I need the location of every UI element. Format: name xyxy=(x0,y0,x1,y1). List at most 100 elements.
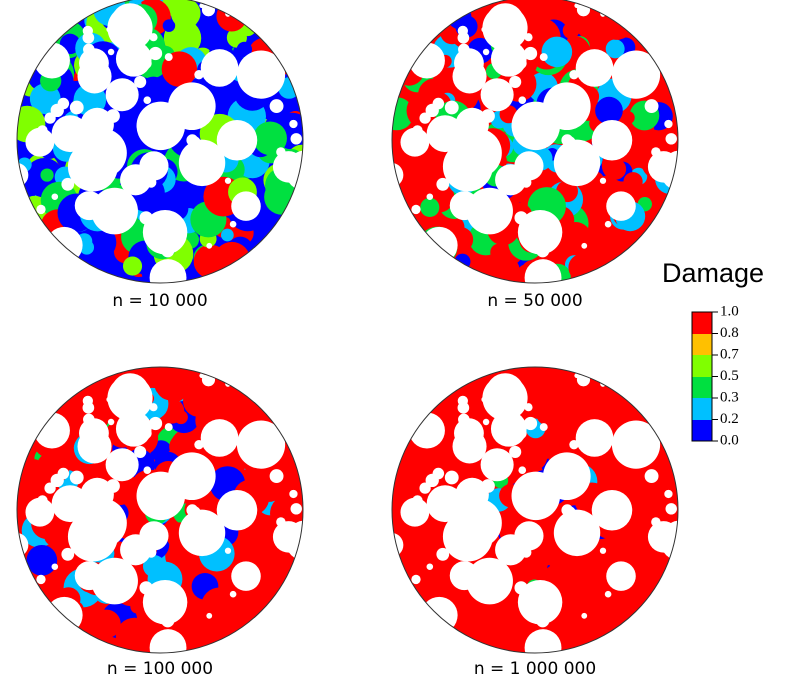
aggregate xyxy=(452,128,502,178)
aggregate xyxy=(523,46,538,61)
aggregate xyxy=(123,459,138,474)
aggregate xyxy=(188,471,198,482)
aggregate xyxy=(523,416,538,431)
aggregate xyxy=(82,395,93,407)
damage-patch xyxy=(582,548,613,579)
aggregate xyxy=(594,271,602,279)
damage-patch xyxy=(245,583,274,611)
color-swatch xyxy=(692,377,712,398)
aggregate xyxy=(408,42,445,79)
aggregate xyxy=(231,191,261,221)
aggregate xyxy=(200,49,239,87)
aggregate xyxy=(224,547,232,554)
aggregate xyxy=(134,75,147,88)
aggregate xyxy=(24,438,33,447)
aggregate xyxy=(411,574,421,585)
tick-label: 1.0 xyxy=(720,303,739,319)
damage-patch xyxy=(454,253,471,270)
aggregate xyxy=(77,429,112,464)
aggregate xyxy=(581,242,588,249)
damage-patch xyxy=(541,36,573,68)
aggregate xyxy=(574,3,580,9)
aggregate xyxy=(61,177,75,191)
damage-patch xyxy=(529,367,562,397)
damage-patch xyxy=(198,615,228,645)
aggregate xyxy=(140,57,152,69)
aggregate xyxy=(647,521,678,553)
aggregate xyxy=(515,427,527,439)
aggregate xyxy=(44,482,56,494)
aggregate xyxy=(164,423,173,432)
aggregate xyxy=(509,75,522,88)
aggregate xyxy=(25,497,55,527)
tick-label: 0.5 xyxy=(720,368,739,384)
damage-patch xyxy=(483,616,519,652)
aggregate xyxy=(236,420,286,469)
damage-patch xyxy=(623,172,643,192)
aggregate xyxy=(17,94,21,104)
aggregate xyxy=(481,479,495,493)
damage-map xyxy=(392,0,678,283)
aggregate xyxy=(514,521,544,551)
aggregate xyxy=(498,89,513,104)
aggregate xyxy=(219,641,227,649)
aggregate xyxy=(524,403,533,412)
aggregate xyxy=(509,445,522,458)
aggregate xyxy=(229,220,237,228)
aggregate xyxy=(139,211,153,225)
aggregate xyxy=(107,375,153,421)
specimen-outline xyxy=(16,366,304,654)
damage-patch xyxy=(500,610,516,626)
damage-patch xyxy=(213,241,251,280)
aggregate xyxy=(392,162,404,188)
specimen-outline xyxy=(391,366,679,654)
aggregate xyxy=(392,464,396,474)
aggregate xyxy=(83,43,95,56)
aggregate xyxy=(290,133,302,145)
damage-patch xyxy=(536,403,559,426)
aggregate xyxy=(511,101,561,151)
aggregate xyxy=(83,413,95,426)
aggregate xyxy=(426,563,434,571)
damage-patch xyxy=(604,158,627,180)
aggregate xyxy=(574,373,580,379)
aggregate xyxy=(200,419,239,457)
aggregate xyxy=(285,207,292,214)
aggregate xyxy=(587,157,596,166)
color-swatch xyxy=(692,398,712,420)
aggregate xyxy=(447,145,453,151)
aggregate xyxy=(44,112,56,124)
aggregate xyxy=(458,413,470,426)
damage-map xyxy=(392,367,678,653)
aggregate xyxy=(452,498,502,548)
aggregate xyxy=(517,209,563,255)
aggregate xyxy=(134,445,147,458)
aggregate xyxy=(107,5,153,51)
aggregate xyxy=(517,579,563,625)
damage-patch xyxy=(490,243,508,261)
aggregate xyxy=(17,162,29,188)
damage-map xyxy=(17,367,303,653)
aggregate xyxy=(553,509,601,557)
damage-patch xyxy=(576,618,596,639)
damage-patch xyxy=(44,526,64,546)
aggregate xyxy=(665,133,677,145)
aggregate xyxy=(51,193,59,201)
aggregate xyxy=(212,157,221,166)
damage-patch xyxy=(236,41,253,58)
panel-label: n = 1 000 000 xyxy=(474,659,596,679)
aggregate xyxy=(563,101,573,112)
specimen-outline xyxy=(16,0,304,284)
aggregate xyxy=(219,271,227,279)
specimen-outline xyxy=(391,0,679,284)
aggregate xyxy=(212,527,221,536)
aggregate xyxy=(518,96,527,105)
aggregate xyxy=(178,509,226,557)
aggregate xyxy=(515,57,527,69)
aggregate xyxy=(139,151,169,181)
damage-patch xyxy=(95,613,117,635)
damage-maps xyxy=(16,0,679,654)
aggregate xyxy=(514,151,544,181)
aggregate xyxy=(426,115,464,153)
aggregate xyxy=(436,177,450,191)
